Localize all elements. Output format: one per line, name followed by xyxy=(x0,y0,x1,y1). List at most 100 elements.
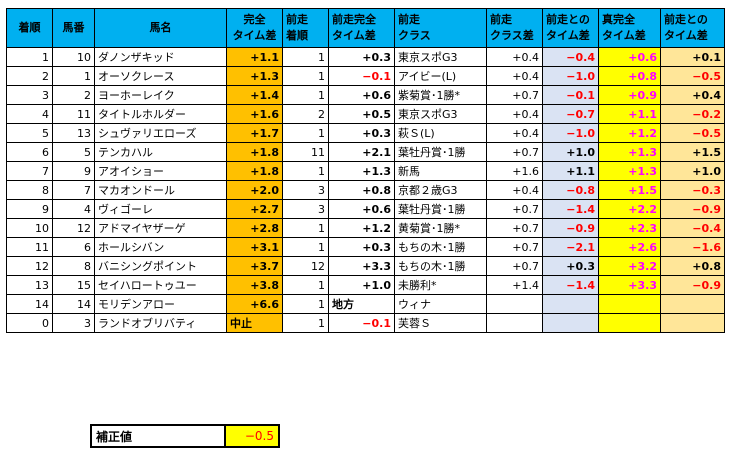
cell-prev-full-time-diff[interactable]: +0.8 xyxy=(328,180,395,200)
cell-diff-from-prev-2[interactable]: +1.5 xyxy=(660,142,725,162)
cell-diff-from-prev-2[interactable]: −0.3 xyxy=(660,180,725,200)
cell-full-time-diff[interactable]: 中止 xyxy=(226,313,283,333)
cell-true-full-time-diff[interactable]: +3.2 xyxy=(598,256,661,276)
cell-horse-number[interactable]: 15 xyxy=(52,275,95,295)
cell-diff-from-prev-2[interactable]: +0.1 xyxy=(660,47,725,67)
cell-true-full-time-diff[interactable]: +1.2 xyxy=(598,123,661,143)
header-horse-name[interactable]: 馬名 xyxy=(94,8,227,48)
cell-prev-full-time-diff[interactable]: +0.6 xyxy=(328,199,395,219)
cell-prev-full-time-diff[interactable]: +0.3 xyxy=(328,47,395,67)
header-prev-class[interactable]: 前走 クラス xyxy=(394,8,487,48)
cell-diff-from-prev-2[interactable]: +0.8 xyxy=(660,256,725,276)
cell-prev-class[interactable]: 未勝利* xyxy=(394,275,487,295)
cell-prev-finish[interactable]: 1 xyxy=(282,47,329,67)
cell-prev-finish[interactable]: 1 xyxy=(282,294,329,314)
cell-finish[interactable]: 2 xyxy=(6,66,53,86)
cell-full-time-diff[interactable]: +6.6 xyxy=(226,294,283,314)
cell-true-full-time-diff[interactable]: +0.6 xyxy=(598,47,661,67)
header-full-time-diff[interactable]: 完全 タイム差 xyxy=(226,8,283,48)
cell-diff-from-prev[interactable]: +1.0 xyxy=(542,142,599,162)
cell-class-diff[interactable]: +0.4 xyxy=(486,47,543,67)
cell-prev-class[interactable]: 葉牡丹賞･1勝 xyxy=(394,142,487,162)
cell-finish[interactable]: 10 xyxy=(6,218,53,238)
cell-diff-from-prev-2[interactable]: +0.4 xyxy=(660,85,725,105)
cell-finish[interactable]: 13 xyxy=(6,275,53,295)
cell-prev-class[interactable]: もちの木･1勝 xyxy=(394,237,487,257)
cell-true-full-time-diff[interactable]: +0.8 xyxy=(598,66,661,86)
cell-finish[interactable]: 4 xyxy=(6,104,53,124)
header-prev-full-time-diff[interactable]: 前走完全 タイム差 xyxy=(328,8,395,48)
cell-prev-finish[interactable]: 1 xyxy=(282,85,329,105)
cell-diff-from-prev[interactable]: −1.4 xyxy=(542,275,599,295)
cell-prev-class[interactable]: 葉牡丹賞･1勝 xyxy=(394,199,487,219)
cell-class-diff[interactable]: +0.4 xyxy=(486,180,543,200)
cell-horse-name[interactable]: マカオンドール xyxy=(94,180,227,200)
cell-horse-name[interactable]: バニシングポイント xyxy=(94,256,227,276)
cell-horse-number[interactable]: 12 xyxy=(52,218,95,238)
cell-diff-from-prev[interactable]: −0.4 xyxy=(542,47,599,67)
cell-prev-finish[interactable]: 3 xyxy=(282,199,329,219)
header-diff-from-prev-2[interactable]: 前走との タイム差 xyxy=(660,8,725,48)
cell-finish[interactable]: 0 xyxy=(6,313,53,333)
cell-true-full-time-diff[interactable]: +2.6 xyxy=(598,237,661,257)
cell-diff-from-prev[interactable]: −2.1 xyxy=(542,237,599,257)
cell-diff-from-prev-2[interactable]: −0.5 xyxy=(660,123,725,143)
cell-prev-class[interactable]: 黄菊賞･1勝* xyxy=(394,218,487,238)
cell-prev-finish[interactable]: 1 xyxy=(282,313,329,333)
cell-diff-from-prev-2[interactable]: −0.9 xyxy=(660,199,725,219)
cell-horse-name[interactable]: シュヴァリエローズ xyxy=(94,123,227,143)
cell-prev-finish[interactable]: 3 xyxy=(282,180,329,200)
cell-class-diff[interactable] xyxy=(486,313,543,333)
cell-diff-from-prev[interactable]: −0.7 xyxy=(542,104,599,124)
cell-diff-from-prev-2[interactable] xyxy=(660,294,725,314)
cell-class-diff[interactable]: +0.7 xyxy=(486,85,543,105)
cell-true-full-time-diff[interactable]: +2.3 xyxy=(598,218,661,238)
cell-horse-name[interactable]: セイハロートゥユー xyxy=(94,275,227,295)
cell-prev-class[interactable]: 萩Ｓ(L) xyxy=(394,123,487,143)
cell-horse-number[interactable]: 5 xyxy=(52,142,95,162)
cell-class-diff[interactable]: +0.7 xyxy=(486,256,543,276)
cell-diff-from-prev[interactable]: +1.1 xyxy=(542,161,599,181)
cell-prev-full-time-diff[interactable]: +1.3 xyxy=(328,161,395,181)
cell-prev-class[interactable]: ウィナ xyxy=(394,294,487,314)
cell-prev-class[interactable]: もちの木･1勝 xyxy=(394,256,487,276)
cell-class-diff[interactable]: +0.4 xyxy=(486,123,543,143)
cell-diff-from-prev[interactable] xyxy=(542,294,599,314)
cell-diff-from-prev-2[interactable]: −1.6 xyxy=(660,237,725,257)
cell-prev-full-time-diff[interactable]: −0.1 xyxy=(328,66,395,86)
cell-prev-class[interactable]: 京都２歳G3 xyxy=(394,180,487,200)
cell-full-time-diff[interactable]: +1.6 xyxy=(226,104,283,124)
cell-prev-class[interactable]: 新馬 xyxy=(394,161,487,181)
cell-prev-full-time-diff[interactable]: +3.3 xyxy=(328,256,395,276)
cell-prev-full-time-diff[interactable]: +2.1 xyxy=(328,142,395,162)
cell-prev-full-time-diff[interactable]: +0.3 xyxy=(328,237,395,257)
cell-prev-finish[interactable]: 1 xyxy=(282,218,329,238)
cell-prev-finish[interactable]: 1 xyxy=(282,161,329,181)
cell-class-diff[interactable]: +1.6 xyxy=(486,161,543,181)
cell-horse-number[interactable]: 1 xyxy=(52,66,95,86)
cell-prev-class[interactable]: 東京スポG3 xyxy=(394,104,487,124)
cell-prev-full-time-diff[interactable]: +1.2 xyxy=(328,218,395,238)
cell-diff-from-prev[interactable] xyxy=(542,313,599,333)
header-finish[interactable]: 着順 xyxy=(6,8,53,48)
cell-finish[interactable]: 3 xyxy=(6,85,53,105)
cell-horse-name[interactable]: ダノンザキッド xyxy=(94,47,227,67)
cell-prev-finish[interactable]: 1 xyxy=(282,275,329,295)
cell-diff-from-prev-2[interactable]: −0.4 xyxy=(660,218,725,238)
cell-prev-finish[interactable]: 2 xyxy=(282,104,329,124)
cell-horse-name[interactable]: アドマイヤザーゲ xyxy=(94,218,227,238)
cell-diff-from-prev-2[interactable] xyxy=(660,313,725,333)
cell-horse-name[interactable]: テンカハル xyxy=(94,142,227,162)
cell-full-time-diff[interactable]: +2.7 xyxy=(226,199,283,219)
cell-prev-class[interactable]: 芙蓉Ｓ xyxy=(394,313,487,333)
cell-full-time-diff[interactable]: +1.4 xyxy=(226,85,283,105)
cell-prev-full-time-diff[interactable]: −0.1 xyxy=(328,313,395,333)
cell-full-time-diff[interactable]: +1.7 xyxy=(226,123,283,143)
cell-diff-from-prev[interactable]: −1.4 xyxy=(542,199,599,219)
cell-horse-number[interactable]: 3 xyxy=(52,313,95,333)
cell-class-diff[interactable]: +0.7 xyxy=(486,218,543,238)
cell-true-full-time-diff[interactable] xyxy=(598,294,661,314)
cell-true-full-time-diff[interactable]: +3.3 xyxy=(598,275,661,295)
cell-true-full-time-diff[interactable]: +1.1 xyxy=(598,104,661,124)
cell-true-full-time-diff[interactable]: +1.3 xyxy=(598,161,661,181)
